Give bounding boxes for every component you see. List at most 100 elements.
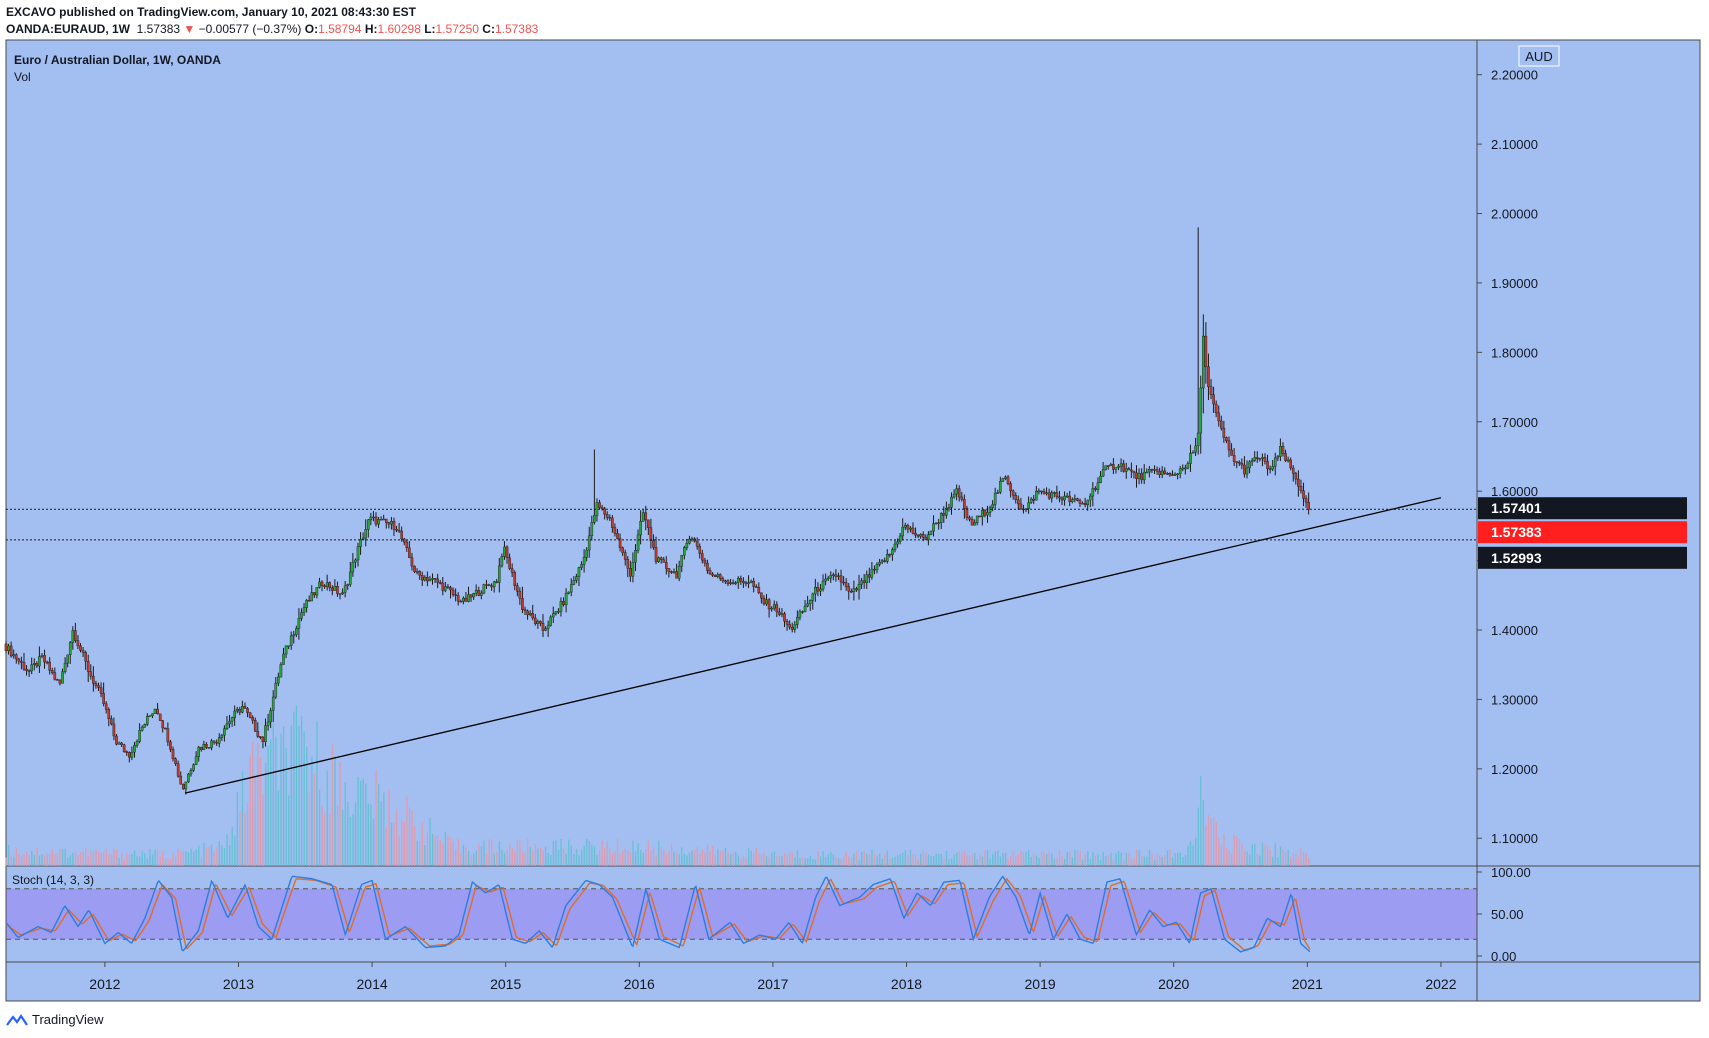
volume-bar xyxy=(1017,854,1020,866)
volume-bar xyxy=(1223,834,1225,866)
volume-bar xyxy=(226,834,228,866)
volume-bar xyxy=(336,805,339,866)
volume-bar xyxy=(740,858,742,866)
time-tick-label: 2015 xyxy=(490,976,521,992)
candle-body xyxy=(1114,467,1118,470)
volume-bar xyxy=(1205,825,1207,866)
candle-body xyxy=(914,532,917,536)
volume-bar xyxy=(586,838,588,866)
candle-body xyxy=(965,508,969,518)
candle-body xyxy=(323,585,326,588)
candle-body xyxy=(230,717,234,722)
candle-body xyxy=(819,588,822,592)
volume-bar xyxy=(619,854,621,866)
volume-bar xyxy=(182,850,185,866)
volume-bar xyxy=(434,835,436,866)
candle-body xyxy=(1245,467,1249,475)
candle-body xyxy=(169,741,172,750)
candle-body xyxy=(1266,461,1269,470)
candle-body xyxy=(423,577,427,581)
candle-body xyxy=(246,708,249,713)
candle-body xyxy=(233,710,236,718)
volume-bar xyxy=(1035,855,1038,866)
candle-body xyxy=(400,530,403,540)
candle-body xyxy=(1230,449,1233,456)
volume-bar xyxy=(267,745,269,866)
candle-body xyxy=(92,675,95,684)
candle-body xyxy=(117,742,121,745)
volume-bar xyxy=(403,821,406,866)
candle-body xyxy=(721,578,725,582)
volume-bar xyxy=(97,851,100,866)
candle-body xyxy=(983,510,987,516)
candle-body xyxy=(731,582,735,584)
volume-bar xyxy=(413,825,416,866)
candle-body xyxy=(1096,482,1100,490)
time-tick-label: 2017 xyxy=(757,976,788,992)
volume-bar xyxy=(1125,853,1128,866)
volume-bar xyxy=(665,854,668,866)
candle-body xyxy=(282,653,285,665)
candle-body xyxy=(354,559,357,563)
candle-body xyxy=(829,575,833,579)
candle-body xyxy=(122,744,126,752)
candle-body xyxy=(35,663,39,667)
candle-body xyxy=(906,525,910,530)
candle-body xyxy=(1063,495,1066,501)
volume-bar xyxy=(192,851,195,866)
volume-bar xyxy=(426,832,429,866)
volume-bar xyxy=(128,854,131,866)
volume-bar xyxy=(488,839,490,866)
candle-body xyxy=(1117,465,1120,468)
candle-body xyxy=(32,663,36,665)
volume-bar xyxy=(213,852,215,866)
candle-body xyxy=(706,562,709,571)
volume-bar xyxy=(1045,853,1048,866)
candle-body xyxy=(1271,466,1274,470)
candle-body xyxy=(1132,470,1136,474)
candle-body xyxy=(901,526,905,537)
candle-body xyxy=(675,571,678,579)
candle-body xyxy=(146,716,149,725)
candle-body xyxy=(806,603,809,607)
volume-bar xyxy=(1061,856,1063,866)
candle-body xyxy=(528,613,532,616)
volume-bar xyxy=(899,853,901,866)
volume-bar xyxy=(537,848,539,866)
volume-bar xyxy=(1022,852,1025,866)
volume-bar xyxy=(1141,856,1143,866)
candle-body xyxy=(1127,468,1131,471)
volume-bar xyxy=(1087,851,1089,866)
volume-bar xyxy=(773,851,776,866)
volume-bar xyxy=(580,850,583,866)
volume-bar xyxy=(467,850,470,866)
volume-bar xyxy=(640,850,642,866)
volume-bar xyxy=(660,847,662,866)
volume-bar xyxy=(912,854,914,866)
candle-body xyxy=(765,599,768,605)
candle-body xyxy=(1258,458,1262,460)
volume-bar xyxy=(444,831,447,866)
candle-body xyxy=(683,547,686,556)
candle-body xyxy=(1122,463,1125,472)
candle-body xyxy=(1006,476,1010,484)
volume-bar xyxy=(357,777,359,866)
candle-body xyxy=(569,584,573,593)
publisher-text: EXCAVO published on TradingView.com, Jan… xyxy=(6,5,416,19)
volume-bar xyxy=(675,853,678,866)
price-tick-label: 1.40000 xyxy=(1491,623,1538,638)
candle-body xyxy=(377,519,380,525)
candle-body xyxy=(384,518,388,523)
volume-bar xyxy=(18,854,20,866)
candle-body xyxy=(708,570,712,575)
candle-body xyxy=(680,554,684,567)
volume-bar xyxy=(388,790,390,866)
volume-bar xyxy=(950,858,953,866)
volume-bar xyxy=(246,802,249,866)
volume-bar xyxy=(455,849,457,866)
tradingview-footer[interactable]: TradingView xyxy=(6,1012,104,1027)
candle-body xyxy=(1302,490,1305,499)
candle-body xyxy=(153,708,157,714)
volume-bar xyxy=(244,813,246,866)
